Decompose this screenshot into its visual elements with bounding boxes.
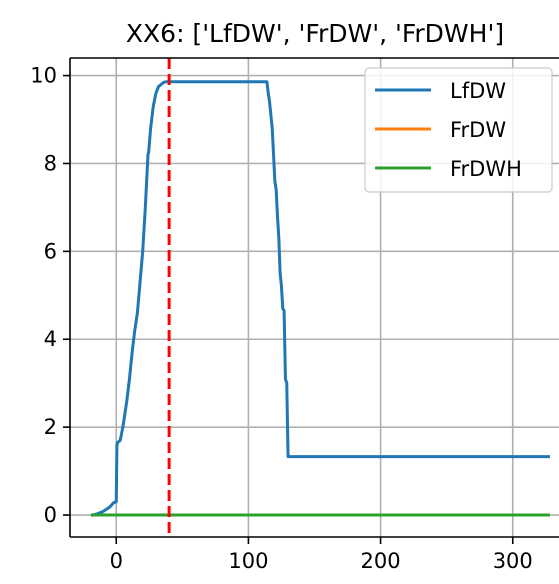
x-tick-label: 300 (493, 549, 533, 573)
axes: 0 100 200 300 0 2 4 6 8 10 (30, 57, 559, 573)
chart-title: XX6: ['LfDW', 'FrDW', 'FrDWH'] (126, 19, 504, 48)
legend-label-lfdw: LfDW (450, 79, 506, 103)
legend-box (364, 67, 553, 193)
legend-label-frdw: FrDW (450, 118, 506, 142)
y-tick-label: 2 (44, 415, 57, 439)
y-tick-label: 8 (44, 151, 57, 175)
series-line-lfdw (90, 80, 550, 517)
series-lines (90, 58, 550, 537)
x-tick-label: 100 (228, 549, 268, 573)
y-tick-label: 10 (30, 64, 57, 88)
y-tick-label: 6 (44, 239, 57, 263)
y-tick-label: 0 (44, 503, 57, 527)
legend-label-frdwh: FrDWH (450, 157, 522, 181)
legend: LfDW FrDW FrDWH (364, 67, 553, 193)
x-tick-label: 0 (110, 549, 123, 573)
x-tick-label: 200 (361, 549, 401, 573)
y-tick-label: 4 (44, 327, 57, 351)
